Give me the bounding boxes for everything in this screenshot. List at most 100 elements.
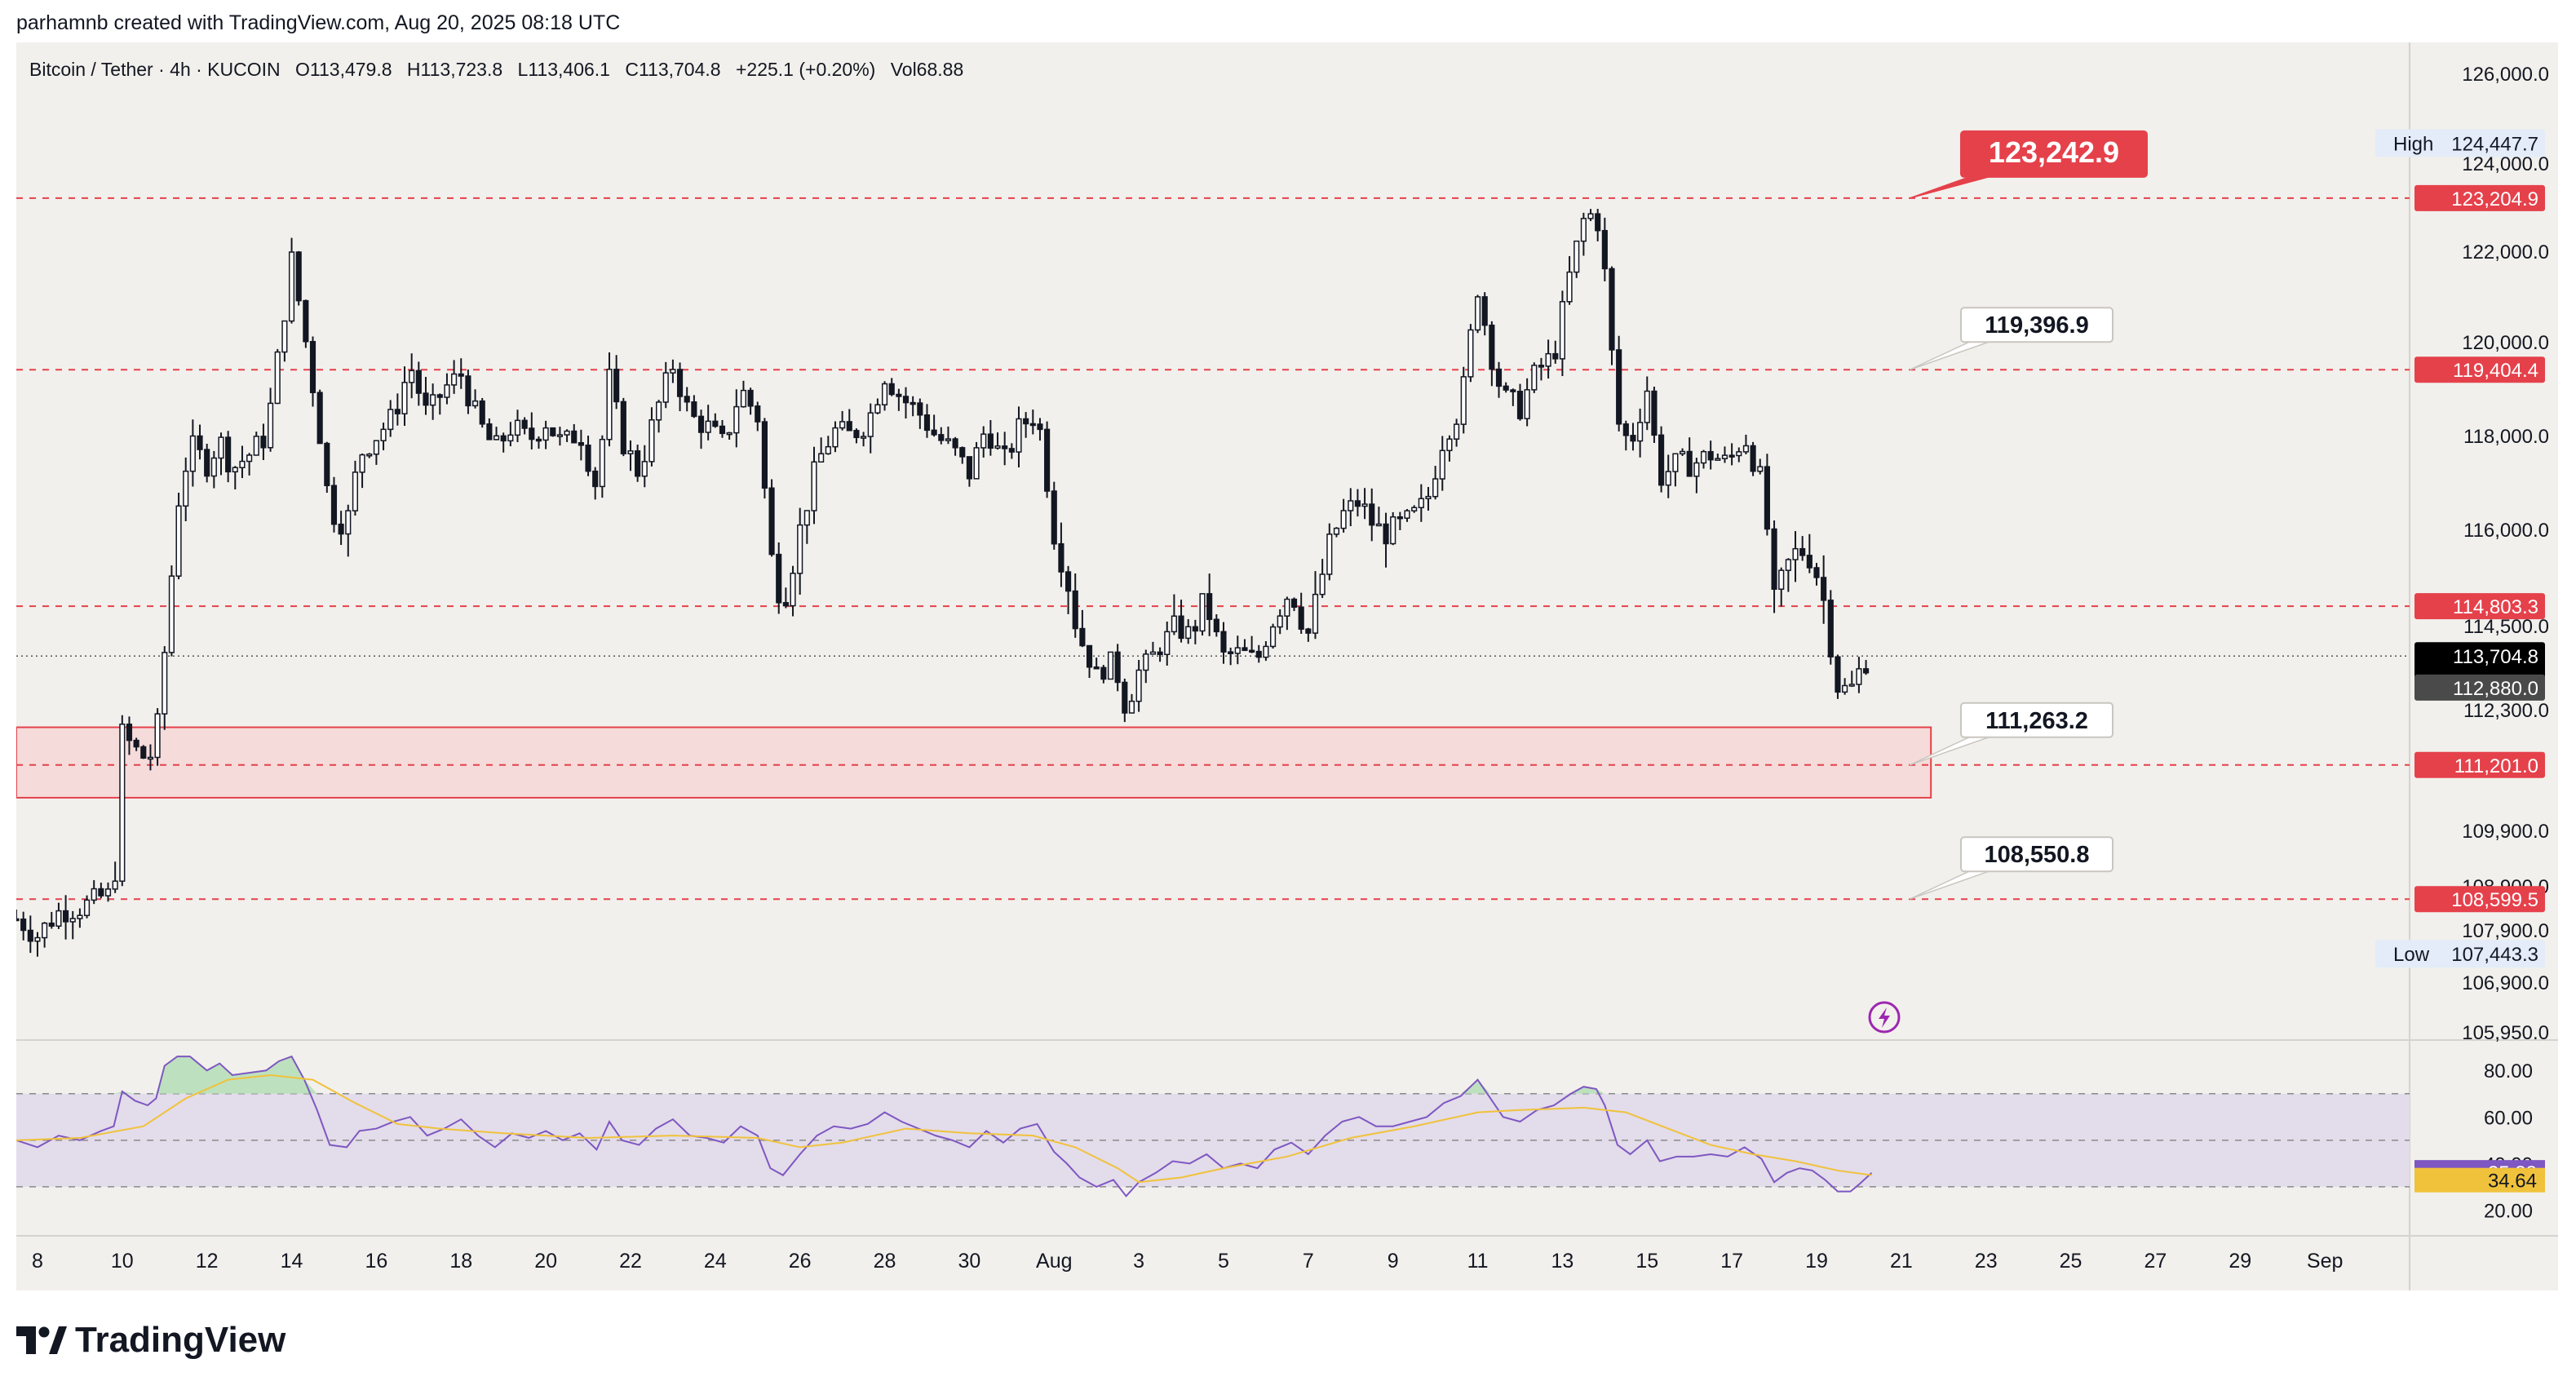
candle	[825, 445, 831, 454]
candle	[63, 910, 69, 923]
candle	[881, 383, 888, 405]
candle	[1298, 606, 1304, 630]
candle	[1079, 627, 1086, 647]
event-marker-icon[interactable]	[1868, 1001, 1901, 1034]
time-axis-label: 23	[1975, 1250, 1998, 1273]
candle	[1016, 418, 1022, 453]
rsi-ma-label: 34.64	[2488, 1171, 2537, 1193]
candle	[606, 369, 613, 440]
price-callout[interactable]	[1960, 130, 2148, 178]
candle	[1086, 644, 1093, 668]
level-price-tag[interactable]	[2414, 751, 2545, 778]
candle	[1785, 559, 1791, 571]
candle	[239, 460, 246, 468]
candle	[853, 430, 860, 439]
level-price-tag[interactable]	[2414, 593, 2545, 620]
candle	[959, 447, 966, 458]
candle	[726, 432, 733, 436]
candle	[1439, 449, 1445, 480]
time-axis-label: 19	[1805, 1250, 1828, 1273]
candle	[1411, 507, 1418, 511]
candle	[27, 929, 33, 942]
candle	[656, 401, 662, 421]
rsi-line[interactable]	[16, 1055, 1873, 1197]
candle	[1707, 450, 1714, 461]
price-axis-label: 126,000.0	[2462, 64, 2549, 86]
candle	[1616, 349, 1622, 425]
price-chart[interactable]: 126,000.0 124,000.0 122,000.0 120,000.0 118,…	[16, 42, 2558, 1290]
candle	[204, 449, 210, 477]
candle	[938, 434, 945, 441]
level-price-tag[interactable]	[2414, 886, 2545, 913]
candle	[514, 419, 521, 436]
candle	[613, 369, 620, 403]
candle	[1404, 510, 1410, 519]
candle	[768, 487, 775, 556]
candle	[1510, 389, 1516, 392]
candle	[1326, 533, 1333, 575]
rsi-ma-tag	[2414, 1167, 2545, 1193]
candle	[274, 351, 281, 405]
rsi-ma-line[interactable]	[16, 1073, 1872, 1184]
time-axis-label: 30	[958, 1250, 981, 1273]
price-axis-label: 107,900.0	[2462, 920, 2549, 942]
time-axis-label: 29	[2229, 1250, 2251, 1273]
session-low-label: Low	[2393, 944, 2430, 966]
candle	[705, 420, 711, 433]
secondary-price-label: 112,880.0	[2453, 678, 2538, 700]
candle	[34, 936, 41, 942]
time-axis-label: 5	[1218, 1250, 1229, 1273]
time-axis-label: 15	[1635, 1250, 1658, 1273]
candle	[507, 434, 514, 442]
secondary-price-tag	[2414, 674, 2545, 701]
candle	[1277, 615, 1283, 628]
legend-low: L113,406.1	[517, 59, 610, 80]
time-axis-label: 10	[111, 1250, 134, 1273]
demand-zone[interactable]	[16, 726, 1932, 799]
candle	[1149, 651, 1157, 655]
candle	[1842, 684, 1848, 693]
level-price-tag[interactable]	[2414, 356, 2545, 383]
time-axis-label: 11	[1467, 1250, 1489, 1273]
candle	[1644, 390, 1650, 423]
candle	[1185, 626, 1192, 640]
price-callout-label: 123,242.9	[1989, 135, 2119, 169]
candle	[394, 409, 401, 414]
session-low-value: 107,443.3	[2451, 944, 2538, 966]
price-callout[interactable]	[1960, 307, 2113, 343]
price-callout[interactable]	[1960, 702, 2113, 738]
time-axis-label: 18	[449, 1250, 472, 1273]
candle	[1460, 376, 1467, 425]
candle	[210, 457, 217, 477]
candle	[69, 918, 76, 923]
candle	[1757, 466, 1764, 472]
session-low-tag	[2375, 940, 2545, 968]
candle	[740, 389, 747, 408]
symbol-title[interactable]: Bitcoin / Tether · 4h · KUCOIN	[29, 59, 281, 80]
candle	[1856, 668, 1862, 685]
price-callout[interactable]	[1960, 836, 2113, 873]
level-price-tag[interactable]	[2414, 184, 2545, 211]
candle	[500, 435, 507, 442]
candle	[1835, 656, 1841, 693]
candle	[1792, 547, 1799, 560]
candle	[1255, 650, 1262, 658]
candle	[1263, 645, 1269, 658]
candle	[309, 340, 316, 393]
candle	[1100, 666, 1107, 680]
candle	[966, 456, 972, 480]
candle	[91, 888, 97, 901]
candle	[1432, 478, 1439, 498]
candle	[1284, 598, 1290, 617]
time-axis-label: 16	[365, 1250, 387, 1273]
candle	[281, 320, 288, 353]
tradingview-logo[interactable]: TradingView	[16, 1320, 285, 1361]
time-axis-label: 27	[2144, 1250, 2167, 1273]
candle	[1750, 445, 1756, 472]
candle	[1813, 567, 1820, 578]
candle	[295, 251, 302, 302]
time-axis-label: 14	[281, 1250, 303, 1273]
candle	[599, 438, 605, 488]
candle	[712, 420, 719, 427]
chart-area[interactable]: 126,000.0 124,000.0 122,000.0 120,000.0 118,…	[16, 42, 2558, 1290]
